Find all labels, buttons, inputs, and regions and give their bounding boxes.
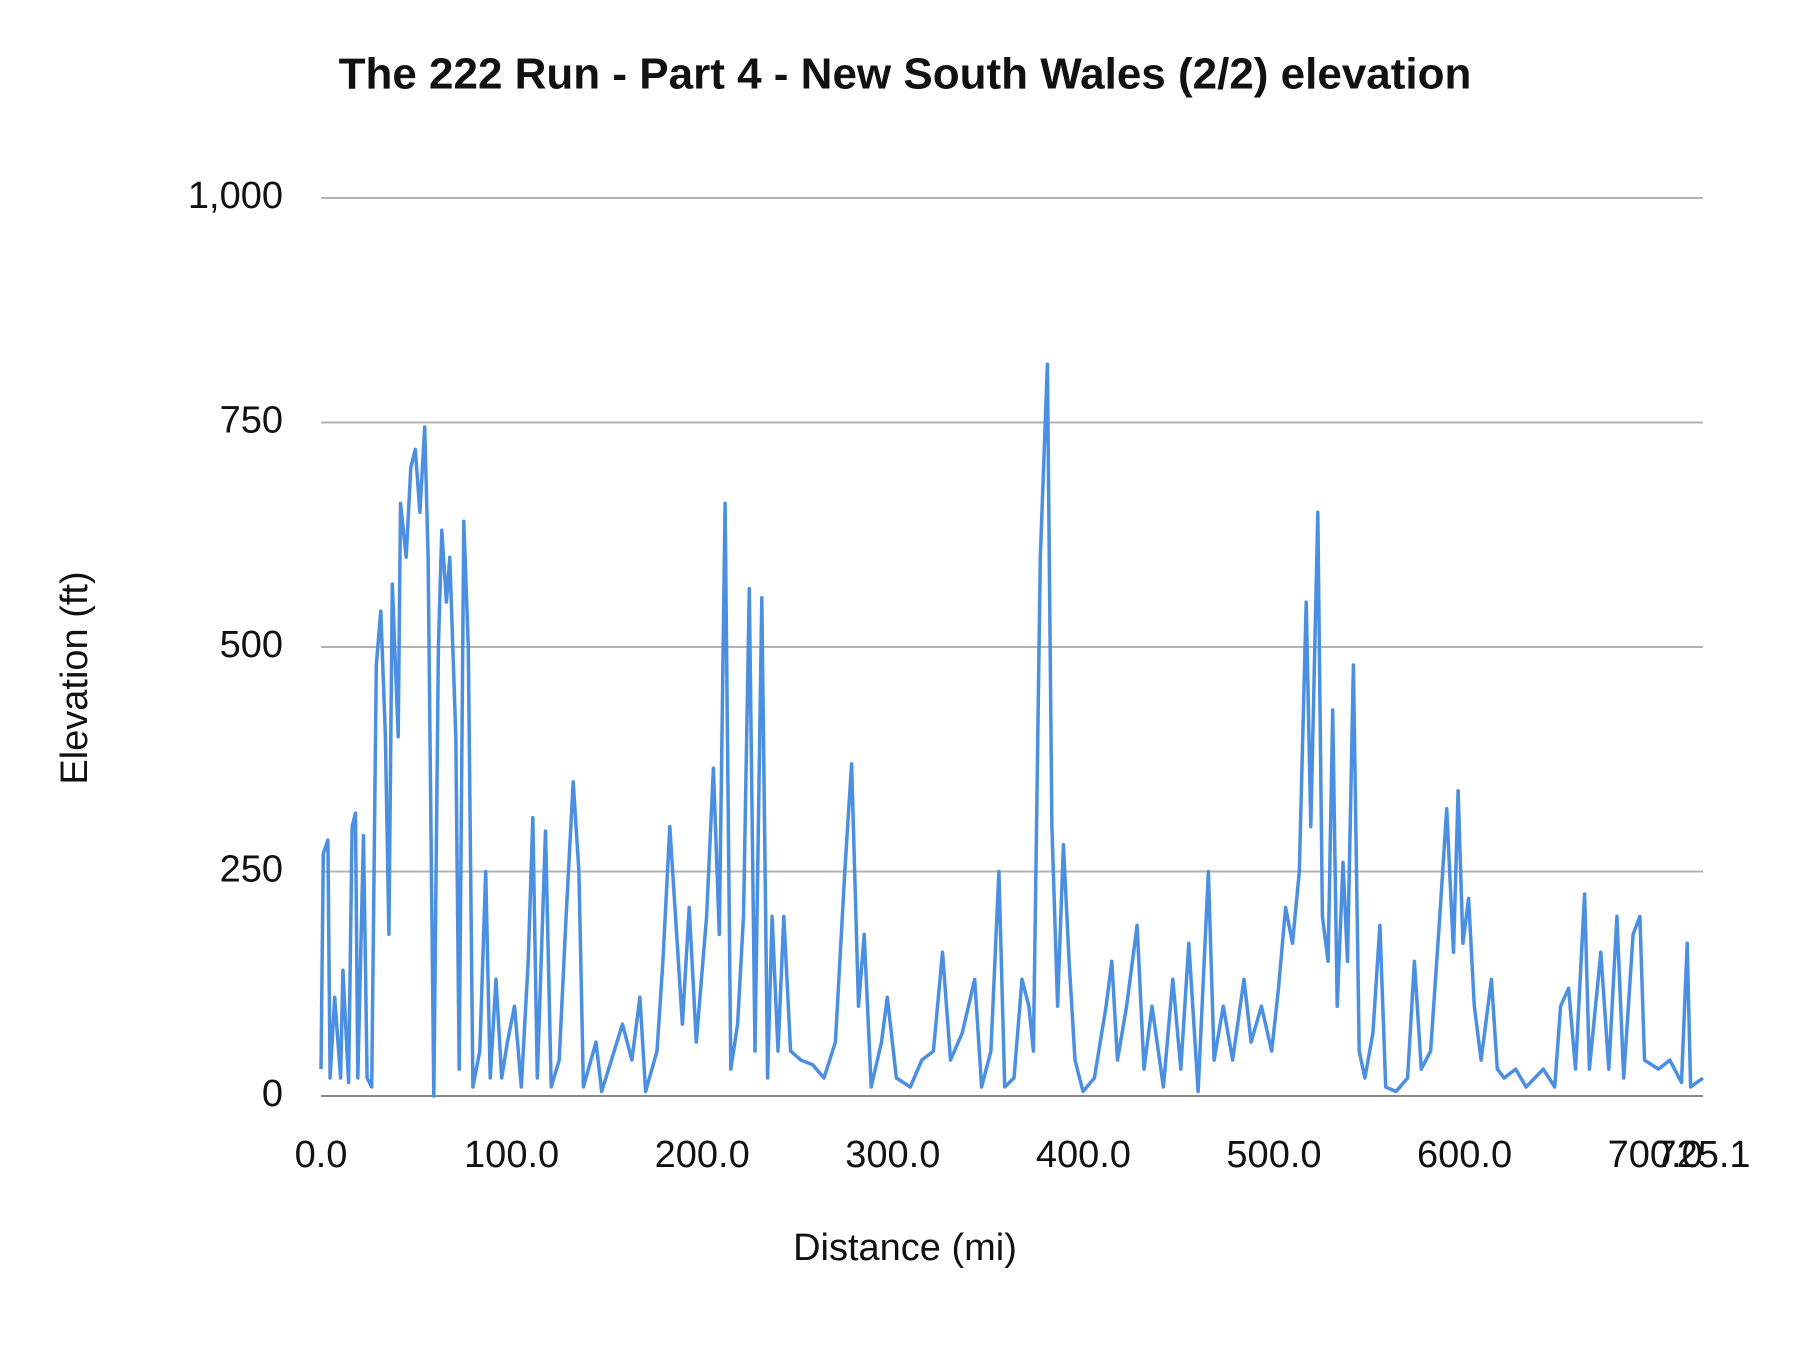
- x-tick-label: 725.1: [1655, 1134, 1750, 1176]
- x-tick-label: 0.0: [295, 1134, 348, 1176]
- x-tick-label: 600.0: [1417, 1134, 1512, 1176]
- y-tick-label: 0: [262, 1073, 283, 1115]
- x-tick-label: 100.0: [464, 1134, 559, 1176]
- y-tick-label: 500: [220, 624, 283, 666]
- y-tick-label: 250: [220, 849, 283, 891]
- chart-title: The 222 Run - Part 4 - New South Wales (…: [339, 50, 1472, 99]
- x-tick-label: 500.0: [1226, 1134, 1321, 1176]
- y-tick-label: 750: [220, 400, 283, 442]
- y-axis-label: Elevation (ft): [54, 571, 96, 784]
- y-tick-label: 1,000: [188, 175, 283, 217]
- x-axis-label: Distance (mi): [793, 1227, 1017, 1269]
- x-tick-label: 300.0: [845, 1134, 940, 1176]
- elevation-line: [319, 362, 1705, 1098]
- x-tick-label: 700.0: [1608, 1134, 1703, 1176]
- x-tick-label: 200.0: [655, 1134, 750, 1176]
- x-tick-label: 400.0: [1036, 1134, 1131, 1176]
